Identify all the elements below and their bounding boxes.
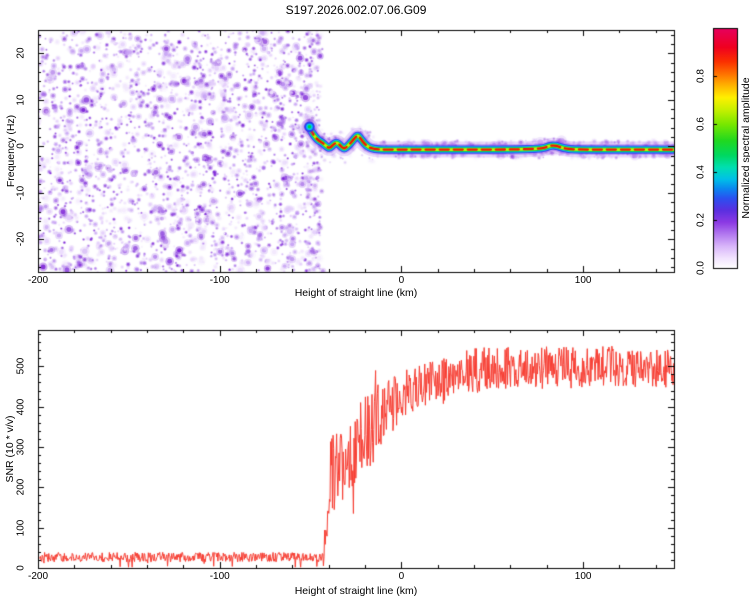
colorbar-tick-label: 0.0	[695, 261, 707, 275]
spectrogram-x-tick-label: 0	[398, 275, 405, 286]
snr-y-tick-label: 500	[15, 357, 27, 375]
colorbar-tick-label: 0.8	[695, 69, 707, 83]
spectrogram-y-tick-label: 0	[15, 143, 27, 150]
spectrogram-y-axis-label: Frequency (Hz)	[5, 114, 17, 188]
snr-x-tick-label: 0	[398, 571, 405, 582]
snr-y-tick-label: 100	[15, 519, 27, 536]
colorbar-label: Normalized spectral amplitude	[740, 77, 750, 219]
snr-x-tick-label: -100	[209, 571, 230, 582]
spectrogram-y-tick-label: 10	[15, 94, 27, 106]
snr-y-tick-label: 0	[15, 565, 27, 571]
colorbar-tick-label: 0.4	[695, 165, 707, 179]
colorbar-tick-label: 0.2	[695, 213, 707, 227]
spectrogram-y-tick-label: 20	[15, 47, 27, 59]
snr-y-tick-label: 200	[15, 478, 27, 496]
colorbar-tick-label: 0.6	[695, 117, 707, 131]
figure-title: S197.2026.002.07.06.G09	[285, 3, 427, 17]
snr-y-tick-label: 300	[15, 438, 27, 456]
spectrogram-y-tick-label: -20	[15, 232, 27, 247]
snr-x-tick-label: -200	[27, 571, 48, 582]
snr-y-tick-label: 400	[15, 398, 27, 415]
spectrogram-x-axis-label: Height of straight line (km)	[294, 287, 418, 299]
spectrogram-x-tick-label: 100	[574, 275, 592, 286]
snr-x-tick-label: 100	[574, 571, 592, 582]
spectrogram-x-tick-label: -200	[27, 275, 48, 286]
snr-y-axis-label: SNR (10 * v/v)	[4, 415, 16, 483]
spectrogram-x-tick-label: -100	[209, 275, 230, 286]
snr-x-axis-label: Height of straight line (km)	[294, 585, 418, 597]
spectrogram-y-tick-label: -10	[15, 185, 27, 201]
